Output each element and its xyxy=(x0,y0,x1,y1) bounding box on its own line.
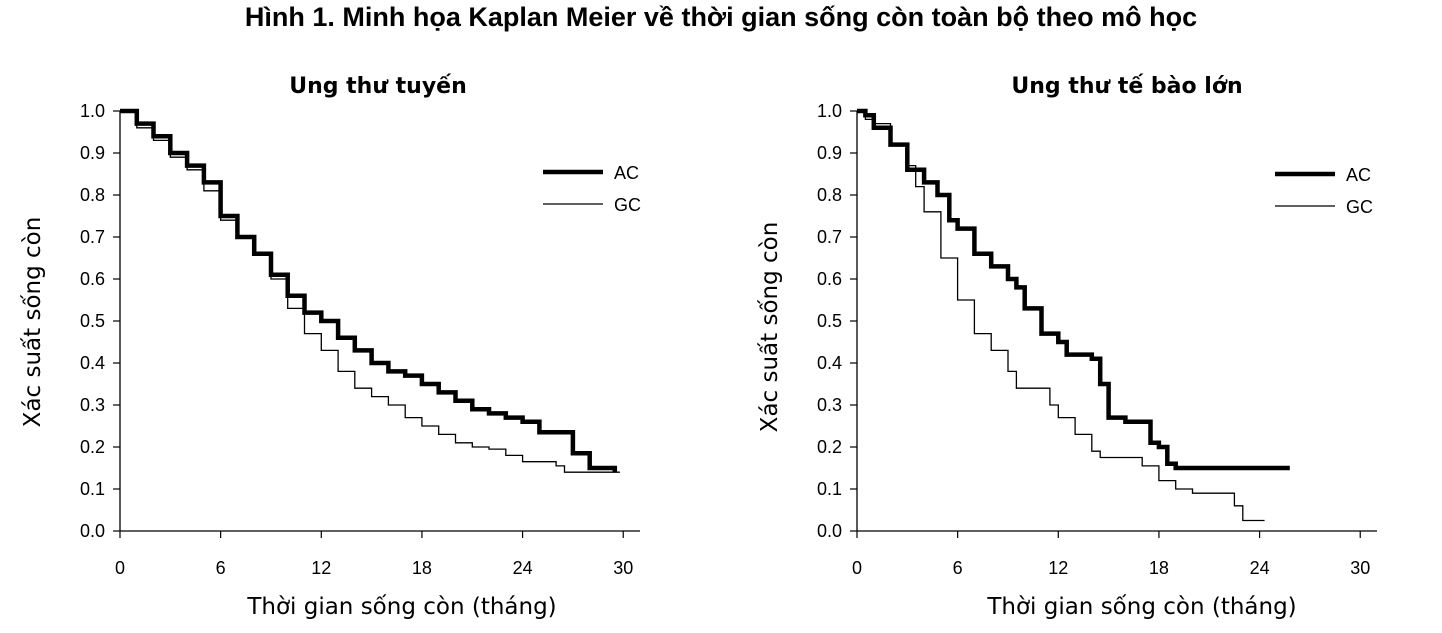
legend-label-ac: AC xyxy=(1346,165,1371,185)
x-tick-label: 6 xyxy=(216,558,226,578)
x-tick-label: 0 xyxy=(852,558,862,578)
y-tick-label: 0.8 xyxy=(80,185,105,205)
panel-title: Ung thư tuyến xyxy=(289,74,467,99)
plot-area: 0.0 0.1 0.2 0.3 0.4 0.5 0.6 0.7 0.8 0.9 1.0 0 6 12 18 2… xyxy=(80,101,641,578)
panel-large-cell-carcinoma: Ung thư tế bào lớn Xác suất sống còn Thờ… xyxy=(757,74,1377,620)
y-tick-label: 0.4 xyxy=(817,353,842,373)
x-tick-label: 24 xyxy=(1250,558,1270,578)
plot-area: 0.0 0.1 0.2 0.3 0.4 0.5 0.6 0.7 0.8 0.9 1.0 0 6 12 18 2… xyxy=(817,101,1377,578)
panel-title: Ung thư tế bào lớn xyxy=(1011,74,1242,99)
x-tick-label: 0 xyxy=(115,558,125,578)
series-line-gc xyxy=(120,110,620,473)
y-tick-label: 0.8 xyxy=(817,185,842,205)
figure-title: Hình 1. Minh họa Kaplan Meier về thời gi… xyxy=(244,2,1198,32)
y-tick-label: 0.0 xyxy=(80,521,105,541)
series-line-ac xyxy=(857,108,1290,471)
y-tick-label: 0.4 xyxy=(80,353,105,373)
series-line-ac xyxy=(120,108,618,473)
y-tick-label: 0.5 xyxy=(80,311,105,331)
legend-label-gc: GC xyxy=(614,195,641,215)
x-tick-label: 30 xyxy=(613,558,633,578)
y-axis-label: Xác suất sống còn xyxy=(20,217,46,428)
x-tick-label: 12 xyxy=(1048,558,1068,578)
y-tick-label: 0.2 xyxy=(80,437,105,457)
y-tick-label: 0.6 xyxy=(80,269,105,289)
x-axis-label: Thời gian sống còn (tháng) xyxy=(246,594,556,620)
y-tick-label: 0.7 xyxy=(817,227,842,247)
y-tick-label: 0.0 xyxy=(817,521,842,541)
y-tick-label: 1.0 xyxy=(80,101,105,121)
y-tick-label: 1.0 xyxy=(817,101,842,121)
x-tick-label: 18 xyxy=(412,558,432,578)
y-tick-label: 0.3 xyxy=(817,395,842,415)
x-tick-label: 12 xyxy=(311,558,331,578)
legend-label-ac: AC xyxy=(614,163,639,183)
y-tick-label: 0.2 xyxy=(817,437,842,457)
legend-label-gc: GC xyxy=(1346,197,1373,217)
y-tick-label: 0.9 xyxy=(80,143,105,163)
y-tick-label: 0.6 xyxy=(817,269,842,289)
series-line-gc xyxy=(857,110,1265,522)
x-tick-label: 6 xyxy=(953,558,963,578)
y-tick-label: 0.1 xyxy=(817,479,842,499)
y-tick-label: 0.7 xyxy=(80,227,105,247)
y-tick-label: 0.3 xyxy=(80,395,105,415)
x-tick-label: 30 xyxy=(1350,558,1370,578)
y-tick-label: 0.1 xyxy=(80,479,105,499)
x-axis-label: Thời gian sống còn (tháng) xyxy=(986,594,1296,620)
x-tick-label: 24 xyxy=(513,558,533,578)
y-axis-label: Xác suất sống còn xyxy=(757,222,783,433)
panel-adenocarcinoma: Ung thư tuyến Xác suất sống còn Thời gia… xyxy=(20,74,641,620)
y-tick-label: 0.5 xyxy=(817,311,842,331)
x-tick-label: 18 xyxy=(1149,558,1169,578)
y-tick-label: 0.9 xyxy=(817,143,842,163)
